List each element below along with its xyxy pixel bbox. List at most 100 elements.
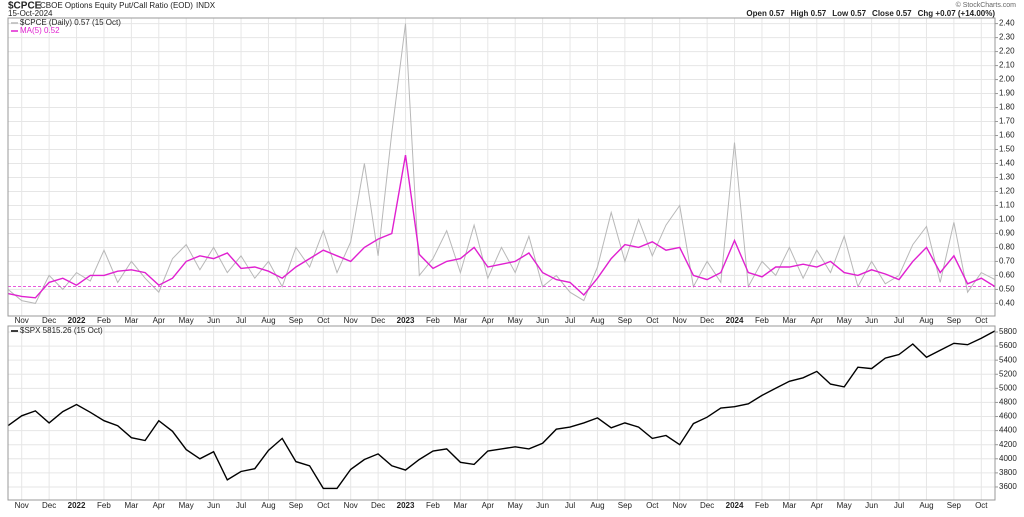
x-tick-label: Dec bbox=[700, 501, 714, 510]
x-tick-label: Dec bbox=[700, 316, 714, 325]
x-tick-label: Oct bbox=[975, 316, 988, 325]
symbol: $CPCE bbox=[8, 1, 42, 12]
x-tick-label: Jul bbox=[565, 501, 575, 510]
x-tick-label: Apr bbox=[482, 501, 495, 510]
y-tick-label: 4000 bbox=[999, 454, 1017, 463]
x-tick-label: May bbox=[179, 501, 194, 510]
exchange: INDX bbox=[196, 1, 216, 10]
y-tick-label: 5200 bbox=[999, 369, 1017, 378]
x-tick-label: Mar bbox=[782, 316, 796, 325]
x-tick-label: Mar bbox=[124, 501, 138, 510]
y-tick-label: 0.80 bbox=[999, 243, 1015, 252]
x-tick-label: 2023 bbox=[397, 316, 415, 325]
y-tick-label: 5000 bbox=[999, 383, 1017, 392]
y-tick-label: 4800 bbox=[999, 398, 1017, 407]
x-tick-label: Aug bbox=[590, 316, 604, 325]
legend-label: MA(5) 0.52 bbox=[20, 26, 60, 35]
y-tick-label: 5600 bbox=[999, 341, 1017, 350]
y-tick-label: 2.20 bbox=[999, 47, 1015, 56]
y-tick-label: 0.90 bbox=[999, 229, 1015, 238]
x-tick-label: Aug bbox=[919, 316, 933, 325]
y-tick-label: 3800 bbox=[999, 468, 1017, 477]
legend-label: $CPCE (Daily) 0.57 (15 Oct) bbox=[20, 18, 121, 27]
x-tick-label: Oct bbox=[317, 316, 330, 325]
y-tick-label: 4400 bbox=[999, 426, 1017, 435]
quote-item: Chg +0.07 (+14.00%) bbox=[918, 9, 996, 18]
quote-item: Low 0.57 bbox=[832, 9, 866, 18]
x-tick-label: Feb bbox=[755, 501, 769, 510]
x-tick-label: Nov bbox=[344, 316, 358, 325]
x-tick-label: Mar bbox=[453, 501, 467, 510]
y-tick-label: 5400 bbox=[999, 355, 1017, 364]
x-tick-label: 2022 bbox=[68, 501, 86, 510]
x-tick-label: Oct bbox=[646, 501, 659, 510]
x-tick-label: Aug bbox=[919, 501, 933, 510]
x-tick-label: Jul bbox=[894, 501, 904, 510]
x-tick-label: 2023 bbox=[397, 501, 415, 510]
x-tick-label: Apr bbox=[482, 316, 495, 325]
x-tick-label: Jun bbox=[536, 316, 549, 325]
x-tick-label: Jul bbox=[565, 316, 575, 325]
description: CBOE Options Equity Put/Call Ratio (EOD) bbox=[40, 1, 193, 10]
y-tick-label: 2.40 bbox=[999, 19, 1015, 28]
x-tick-label: Nov bbox=[15, 501, 29, 510]
y-tick-label: 2.10 bbox=[999, 61, 1015, 70]
credit: © StockCharts.com bbox=[956, 1, 1017, 9]
x-tick-label: Jul bbox=[236, 316, 246, 325]
x-tick-label: 2024 bbox=[726, 501, 744, 510]
x-tick-label: Apr bbox=[153, 501, 166, 510]
x-tick-label: Mar bbox=[453, 316, 467, 325]
y-tick-label: 2.30 bbox=[999, 33, 1015, 42]
y-tick-label: 2.00 bbox=[999, 75, 1015, 84]
y-tick-label: 4600 bbox=[999, 412, 1017, 421]
x-tick-label: Jun bbox=[207, 316, 220, 325]
y-tick-label: 1.10 bbox=[999, 201, 1015, 210]
y-tick-label: 1.50 bbox=[999, 145, 1015, 154]
quote-item: High 0.57 bbox=[791, 9, 827, 18]
x-tick-label: Feb bbox=[426, 316, 440, 325]
x-tick-label: Mar bbox=[782, 501, 796, 510]
x-tick-label: Jun bbox=[536, 501, 549, 510]
y-tick-label: 0.40 bbox=[999, 299, 1015, 308]
y-tick-label: 1.70 bbox=[999, 117, 1015, 126]
x-tick-label: Sep bbox=[289, 501, 304, 510]
x-tick-label: Oct bbox=[317, 501, 330, 510]
series-line bbox=[7, 330, 996, 490]
x-tick-label: Apr bbox=[811, 501, 824, 510]
y-tick-label: 1.90 bbox=[999, 89, 1015, 98]
x-tick-label: Jun bbox=[207, 501, 220, 510]
x-tick-label: Nov bbox=[673, 501, 687, 510]
x-tick-label: Dec bbox=[371, 316, 385, 325]
x-tick-label: Oct bbox=[646, 316, 659, 325]
y-tick-label: 4200 bbox=[999, 440, 1017, 449]
x-tick-label: Jul bbox=[236, 501, 246, 510]
x-tick-label: Feb bbox=[97, 501, 111, 510]
x-tick-label: Apr bbox=[811, 316, 824, 325]
y-tick-label: 0.50 bbox=[999, 285, 1015, 294]
quote-item: Close 0.57 bbox=[872, 9, 912, 18]
x-tick-label: Jul bbox=[894, 316, 904, 325]
x-tick-label: Feb bbox=[755, 316, 769, 325]
x-tick-label: Nov bbox=[673, 316, 687, 325]
x-tick-label: 2022 bbox=[68, 316, 86, 325]
x-tick-label: Feb bbox=[426, 501, 440, 510]
x-tick-label: May bbox=[179, 316, 194, 325]
x-tick-label: May bbox=[837, 316, 852, 325]
y-tick-label: 1.60 bbox=[999, 131, 1015, 140]
y-tick-label: 0.60 bbox=[999, 271, 1015, 280]
y-tick-label: 1.40 bbox=[999, 159, 1015, 168]
x-tick-label: Aug bbox=[261, 501, 275, 510]
x-tick-label: Sep bbox=[289, 316, 304, 325]
x-tick-label: Sep bbox=[618, 316, 633, 325]
x-tick-label: Sep bbox=[618, 501, 633, 510]
series-line bbox=[7, 154, 996, 299]
panel-frame bbox=[7, 17, 996, 317]
x-tick-label: May bbox=[508, 316, 523, 325]
series-line bbox=[7, 23, 996, 304]
x-tick-label: May bbox=[837, 501, 852, 510]
y-tick-label: 1.80 bbox=[999, 103, 1015, 112]
x-tick-label: Mar bbox=[124, 316, 138, 325]
x-tick-label: Aug bbox=[590, 501, 604, 510]
x-tick-label: Dec bbox=[42, 501, 56, 510]
